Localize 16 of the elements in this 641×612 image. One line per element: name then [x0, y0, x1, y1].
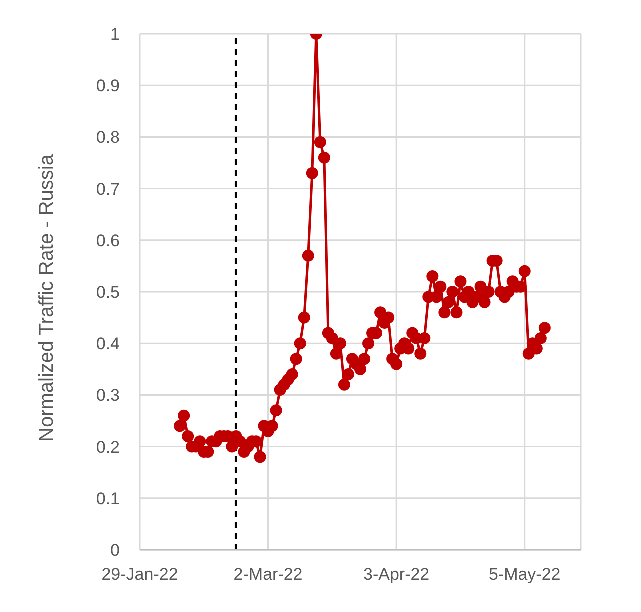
- y-tick-label: 0: [110, 541, 120, 560]
- x-tick-label: 2-Mar-22: [234, 565, 303, 584]
- y-tick-label: 0.2: [96, 438, 120, 457]
- y-tick-label: 0.6: [96, 231, 120, 250]
- x-tick-label: 5-May-22: [488, 565, 561, 584]
- y-tick-label: 0.8: [96, 128, 120, 148]
- x-tick-label: 3-Apr-22: [364, 565, 430, 584]
- y-tick-label: 0.9: [96, 76, 120, 96]
- y-tick-label: 0.5: [96, 283, 120, 302]
- y-tick-label: 0.3: [96, 386, 120, 406]
- y-tick-label: 1: [110, 25, 120, 44]
- y-tick-label: 0.7: [96, 180, 120, 199]
- y-axis-title: Normalized Traffic Rate - Russia: [36, 154, 58, 442]
- x-tick-label: 29-Jan-22: [102, 565, 178, 584]
- y-tick-label: 0.1: [96, 489, 120, 508]
- y-tick-label: 0.4: [96, 334, 120, 354]
